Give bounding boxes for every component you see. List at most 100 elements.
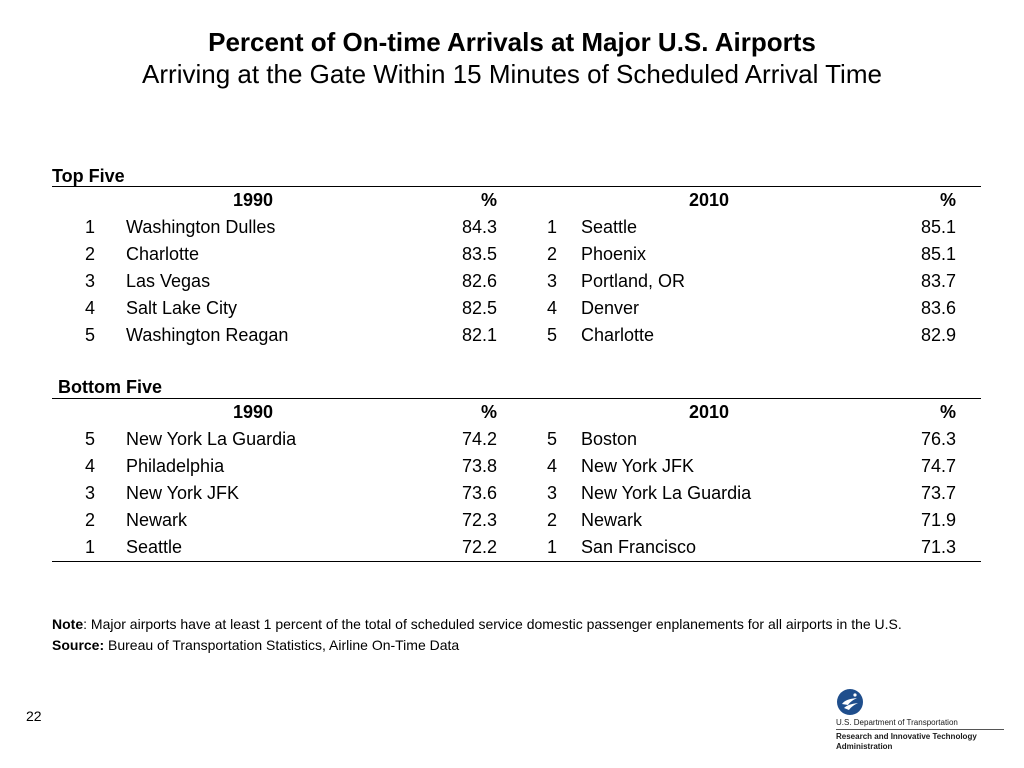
- bottom-five-table: 1990 % 2010 % 5 New York La Guardia 74.2…: [52, 398, 981, 562]
- rank-1990: 2: [84, 244, 95, 264]
- header-percent-1990: %: [380, 186, 497, 214]
- header-percent-2010: %: [837, 398, 956, 426]
- airport-2010: Seattle: [581, 217, 638, 237]
- rank-1990: 1: [84, 217, 95, 237]
- dot-eagle-icon: [837, 689, 863, 715]
- table-header-row: 1990 % 2010 %: [52, 186, 981, 214]
- rank-1990: 5: [84, 429, 95, 449]
- airport-1990: Washington Dulles: [126, 217, 276, 237]
- airport-1990: Washington Reagan: [126, 325, 289, 345]
- percent-2010: 85.1: [920, 244, 956, 264]
- airport-2010: New York La Guardia: [581, 483, 752, 503]
- airport-1990: Seattle: [126, 534, 380, 562]
- rank-1990: 5: [84, 325, 95, 345]
- rank-2010: 1: [546, 217, 557, 237]
- table-row: 5 Washington Reagan 82.1 5 Charlotte 82.…: [52, 322, 981, 349]
- table-header-row: 1990 % 2010 %: [52, 398, 981, 426]
- airport-2010: San Francisco: [581, 534, 837, 562]
- source-label: Source:: [52, 637, 105, 653]
- title-block: Percent of On-time Arrivals at Major U.S…: [0, 26, 1024, 90]
- percent-1990: 82.5: [461, 298, 497, 318]
- airport-1990: Salt Lake City: [126, 298, 238, 318]
- percent-2010: 83.7: [920, 271, 956, 291]
- logo-department-text: U.S. Department of Transportation: [836, 718, 958, 727]
- note-line: Note: Major airports have at least 1 per…: [52, 614, 952, 635]
- airport-1990: Las Vegas: [126, 271, 211, 291]
- header-year-1990: 1990: [126, 398, 380, 426]
- percent-1990: 73.8: [461, 456, 497, 476]
- percent-2010: 71.3: [837, 534, 956, 562]
- rank-2010: 4: [546, 298, 557, 318]
- airport-2010: Charlotte: [581, 325, 655, 345]
- airport-2010: Phoenix: [581, 244, 647, 264]
- airport-1990: New York La Guardia: [126, 429, 297, 449]
- airport-1990: Charlotte: [126, 244, 200, 264]
- rank-2010: 3: [546, 483, 557, 503]
- rank-1990: 4: [84, 298, 95, 318]
- page-subtitle: Arriving at the Gate Within 15 Minutes o…: [142, 59, 882, 89]
- footnotes: Note: Major airports have at least 1 per…: [52, 614, 952, 656]
- source-line: Source: Bureau of Transportation Statist…: [52, 635, 952, 656]
- table-row: 4 Philadelphia 73.8 4 New York JFK 74.7: [52, 453, 981, 480]
- airport-2010: Denver: [581, 298, 640, 318]
- section-label-top-five: Top Five: [52, 166, 125, 186]
- table-row: 2 Newark 72.3 2 Newark 71.9: [52, 507, 981, 534]
- percent-2010: 76.3: [920, 429, 956, 449]
- rank-1990: 4: [84, 456, 95, 476]
- percent-2010: 82.9: [920, 325, 956, 345]
- table-row: 1 Seattle 72.2 1 San Francisco 71.3: [52, 534, 981, 562]
- rank-2010: 1: [497, 534, 557, 562]
- section-label-bottom-five: Bottom Five: [58, 377, 163, 397]
- note-label: Note: [52, 616, 84, 632]
- rank-2010: 5: [546, 325, 557, 345]
- rank-1990: 2: [84, 510, 95, 530]
- percent-1990: 72.3: [461, 510, 497, 530]
- page-title: Percent of On-time Arrivals at Major U.S…: [208, 27, 816, 57]
- percent-2010: 71.9: [920, 510, 956, 530]
- rank-2010: 2: [546, 244, 557, 264]
- percent-2010: 83.6: [920, 298, 956, 318]
- percent-1990: 82.1: [461, 325, 497, 345]
- percent-1990: 82.6: [461, 271, 497, 291]
- header-percent-1990: %: [380, 398, 497, 426]
- percent-2010: 74.7: [920, 456, 956, 476]
- header-percent-2010: %: [837, 186, 956, 214]
- rank-2010: 2: [546, 510, 557, 530]
- rank-2010: 5: [546, 429, 557, 449]
- airport-2010: New York JFK: [581, 456, 695, 476]
- source-text: Bureau of Transportation Statistics, Air…: [104, 637, 460, 653]
- header-year-1990: 1990: [126, 186, 380, 214]
- logo-agency-text-2: Administration: [836, 742, 893, 751]
- airport-1990: Philadelphia: [126, 456, 225, 476]
- rank-1990: 3: [84, 271, 95, 291]
- table-row: 1 Washington Dulles 84.3 1 Seattle 85.1: [52, 214, 981, 241]
- table-row: 4 Salt Lake City 82.5 4 Denver 83.6: [52, 295, 981, 322]
- header-year-2010: 2010: [581, 398, 837, 426]
- logo-agency-text-1: Research and Innovative Technology: [836, 732, 977, 741]
- page-number: 22: [26, 708, 42, 724]
- table-row: 3 Las Vegas 82.6 3 Portland, OR 83.7: [52, 268, 981, 295]
- percent-2010: 85.1: [920, 217, 956, 237]
- percent-1990: 72.2: [380, 534, 497, 562]
- dot-rita-logo: U.S. Department of Transportation Resear…: [836, 688, 1016, 758]
- percent-1990: 84.3: [461, 217, 497, 237]
- note-text: : Major airports have at least 1 percent…: [83, 616, 902, 632]
- table-row: 2 Charlotte 83.5 2 Phoenix 85.1: [52, 241, 981, 268]
- percent-2010: 73.7: [920, 483, 956, 503]
- header-year-2010: 2010: [581, 186, 837, 214]
- rank-1990: 3: [84, 483, 95, 503]
- top-five-table: 1990 % 2010 % 1 Washington Dulles 84.3 1…: [52, 186, 981, 349]
- table-row: 5 New York La Guardia 74.2 5 Boston 76.3: [52, 426, 981, 453]
- percent-1990: 83.5: [461, 244, 497, 264]
- airport-2010: Boston: [581, 429, 638, 449]
- rank-2010: 4: [546, 456, 557, 476]
- percent-1990: 74.2: [461, 429, 497, 449]
- airport-1990: New York JFK: [126, 483, 240, 503]
- table-row: 3 New York JFK 73.6 3 New York La Guardi…: [52, 480, 981, 507]
- logo-divider: [836, 729, 1004, 730]
- airport-2010: Newark: [581, 510, 643, 530]
- airport-2010: Portland, OR: [581, 271, 686, 291]
- percent-1990: 73.6: [461, 483, 497, 503]
- rank-1990: 1: [52, 534, 95, 562]
